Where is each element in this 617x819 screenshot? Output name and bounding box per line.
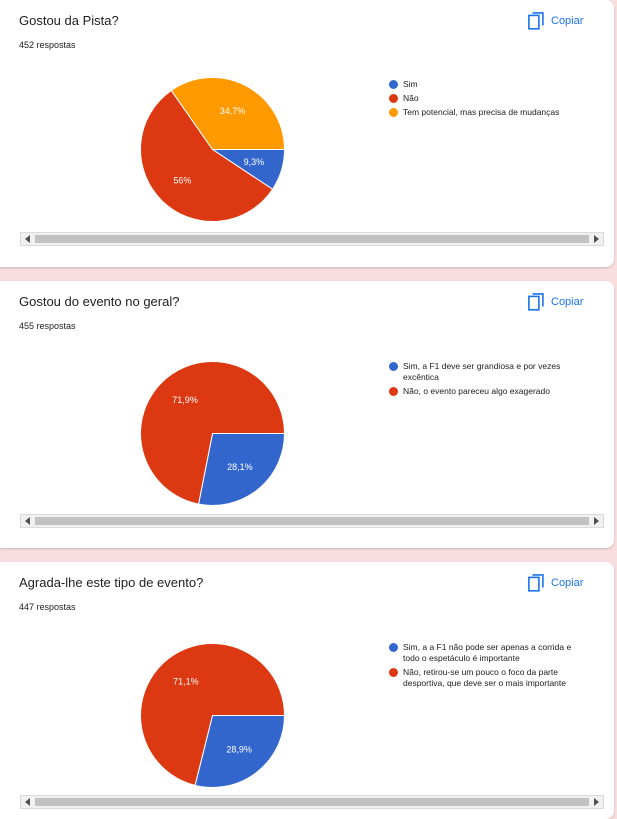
pie-slice[interactable] — [140, 643, 286, 786]
legend-label: Tem potencial, mas precisa de mudanças — [403, 107, 560, 117]
legend-label: Sim, a a F1 não pode ser apenas a corrid… — [403, 642, 572, 663]
horizontal-scrollbar[interactable] — [20, 795, 604, 809]
legend-swatch — [389, 643, 398, 652]
question-title: Gostou da Pista? — [19, 13, 119, 28]
legend-swatch — [389, 387, 398, 396]
question-card-tipo-evento: Agrada-lhe este tipo de evento? 447 resp… — [0, 562, 614, 819]
horizontal-scrollbar[interactable] — [20, 232, 604, 246]
scroll-right-icon[interactable] — [589, 796, 603, 808]
slice-data-label: 56% — [173, 175, 191, 185]
legend-swatch — [389, 668, 398, 677]
legend-item[interactable]: Sim, a F1 deve ser grandiosa e por vezes… — [389, 361, 589, 383]
chart-legend: Sim, a a F1 não pode ser apenas a corrid… — [389, 642, 589, 692]
legend-item[interactable]: Não, retirou-se um pouco o foco da parte… — [389, 667, 589, 689]
copy-icon — [528, 293, 544, 311]
response-count: 455 respostas — [19, 321, 76, 331]
copy-label: Copiar — [551, 296, 584, 308]
legend-label: Não, retirou-se um pouco o foco da parte… — [403, 667, 567, 688]
pie-slice[interactable] — [197, 433, 286, 506]
question-title: Agrada-lhe este tipo de evento? — [19, 575, 204, 590]
scroll-left-icon[interactable] — [21, 233, 35, 245]
scroll-left-icon[interactable] — [21, 515, 35, 527]
scrollbar-thumb[interactable] — [35, 798, 589, 806]
legend-label: Não, o evento pareceu algo exagerado — [403, 386, 550, 396]
slice-data-label: 9,3% — [244, 157, 265, 167]
pie-slice[interactable] — [170, 77, 286, 150]
legend-swatch — [389, 80, 398, 89]
scrollbar-thumb[interactable] — [35, 235, 589, 243]
slice-data-label: 71,1% — [173, 676, 199, 686]
legend-label: Não — [403, 93, 419, 103]
copy-icon — [528, 12, 544, 30]
scroll-right-icon[interactable] — [589, 515, 603, 527]
slice-data-label: 28,9% — [226, 745, 252, 755]
question-title: Gostou do evento no geral? — [19, 294, 180, 309]
legend-item[interactable]: Sim, a a F1 não pode ser apenas a corrid… — [389, 642, 589, 664]
question-card-pista: Gostou da Pista? 452 respostas Copiar 9,… — [0, 0, 614, 267]
copy-label: Copiar — [551, 15, 584, 27]
pie-slice[interactable] — [140, 89, 274, 222]
legend-swatch — [389, 362, 398, 371]
legend-swatch — [389, 108, 398, 117]
pie-chart-evento: 28,1% 71,9% — [140, 361, 286, 506]
question-card-evento: Gostou do evento no geral? 455 respostas… — [0, 281, 614, 548]
scroll-right-icon[interactable] — [589, 233, 603, 245]
response-count: 447 respostas — [19, 602, 76, 612]
pie-chart-tipo-evento: 28,9% 71,1% — [140, 643, 286, 788]
horizontal-scrollbar[interactable] — [20, 514, 604, 528]
legend-label: Sim — [403, 79, 418, 89]
copy-label: Copiar — [551, 577, 584, 589]
chart-legend: Sim Não Tem potencial, mas precisa de muda… — [389, 79, 589, 121]
chart-legend: Sim, a F1 deve ser grandiosa e por vezes… — [389, 361, 589, 400]
pie-slice[interactable] — [194, 715, 286, 788]
legend-item[interactable]: Sim — [389, 79, 589, 90]
copy-chart-button[interactable]: Copiar — [528, 291, 583, 313]
scrollbar-thumb[interactable] — [35, 517, 589, 525]
copy-chart-button[interactable]: Copiar — [528, 10, 583, 32]
legend-swatch — [389, 94, 398, 103]
slice-data-label: 34,7% — [220, 106, 246, 116]
scroll-left-icon[interactable] — [21, 796, 35, 808]
legend-item[interactable]: Não — [389, 93, 589, 104]
slice-data-label: 71,9% — [172, 395, 198, 405]
copy-chart-button[interactable]: Copiar — [528, 572, 583, 594]
legend-label: Sim, a F1 deve ser grandiosa e por vezes… — [403, 361, 561, 382]
slice-data-label: 28,1% — [227, 462, 253, 472]
response-count: 452 respostas — [19, 40, 76, 50]
pie-chart-pista: 9,3% 56% 34,7% — [140, 77, 286, 222]
legend-item[interactable]: Não, o evento pareceu algo exagerado — [389, 386, 589, 397]
legend-item[interactable]: Tem potencial, mas precisa de mudanças — [389, 107, 589, 118]
copy-icon — [528, 574, 544, 592]
pie-slice[interactable] — [140, 361, 286, 505]
